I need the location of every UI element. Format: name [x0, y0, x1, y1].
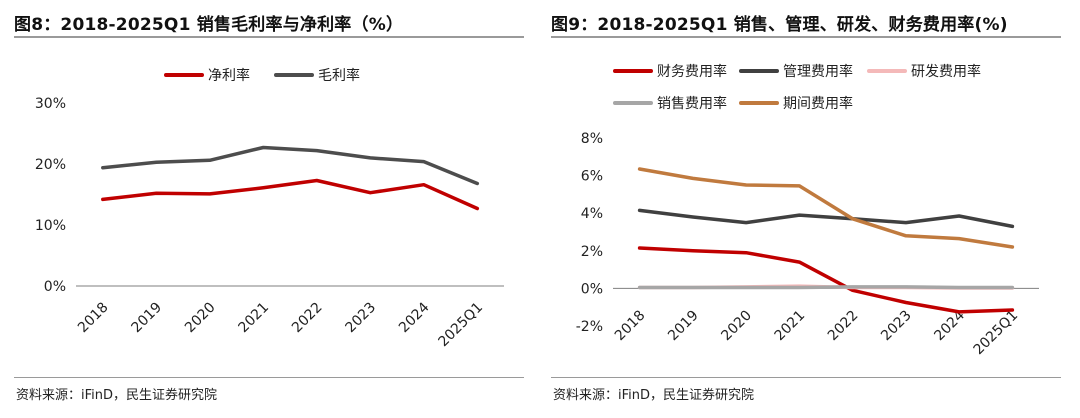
- y-tick-label: 0%: [581, 281, 603, 297]
- line-chart-fig8: 0% 10% 20% 30% 2018 2019 2020 2021 2022 2023 2024 2…: [35, 67, 504, 351]
- y-tick-label: 30%: [35, 96, 66, 112]
- x-tick-label: 2018: [75, 300, 112, 337]
- x-tick-label: 2023: [878, 308, 915, 345]
- series-line: [637, 167, 1015, 249]
- y-tick-label: -2%: [576, 319, 603, 335]
- x-tick-label: 2022: [825, 308, 862, 345]
- legend-label: 财务费用率: [657, 63, 727, 80]
- legend-label: 研发费用率: [911, 63, 981, 80]
- x-tick-label: 2020: [182, 300, 219, 337]
- x-tick-label: 2018: [612, 308, 649, 345]
- footer-divider: [14, 377, 524, 378]
- footer-divider: [551, 377, 1061, 378]
- chart-title: 图9：2018-2025Q1 销售、管理、研发、财务费用率(%): [551, 15, 1008, 35]
- line-chart-fig9: -2% 0% 2% 4% 6% 8% 2018 2019 2020 2021 2022 2023 202…: [576, 63, 1039, 359]
- y-tick-label: 4%: [581, 206, 603, 222]
- x-tick-label: 2019: [129, 300, 166, 337]
- x-tick-label: 2021: [236, 300, 273, 337]
- legend-label: 期间费用率: [783, 95, 853, 112]
- x-tick-label: 2025Q1: [971, 308, 1022, 359]
- series-line: [101, 178, 480, 211]
- y-tick-label: 2%: [581, 244, 603, 260]
- chart-panel-fig9: 图9：2018-2025Q1 销售、管理、研发、财务费用率(%) -2% 0% 2%…: [551, 0, 1066, 418]
- x-tick-label: 2020: [718, 308, 755, 345]
- title-divider: [551, 36, 1061, 38]
- x-tick-label: 2023: [343, 300, 380, 337]
- x-tick-label: 2021: [772, 308, 809, 345]
- chart-panel-fig8: 图8：2018-2025Q1 销售毛利率与净利率（%） 0% 10% 20% 30% 2…: [14, 0, 529, 418]
- x-tick-label: 2022: [289, 300, 326, 337]
- x-tick-label: 2019: [665, 308, 702, 345]
- legend-label: 毛利率: [318, 67, 360, 84]
- y-tick-label: 8%: [581, 131, 603, 147]
- y-tick-label: 20%: [35, 157, 66, 173]
- chart-title: 图8：2018-2025Q1 销售毛利率与净利率（%）: [14, 15, 404, 35]
- title-divider: [14, 36, 524, 38]
- x-tick-label: 2025Q1: [435, 300, 486, 351]
- series-line: [637, 285, 1015, 290]
- series-line: [637, 208, 1015, 229]
- y-tick-label: 10%: [35, 218, 66, 234]
- legend-label: 管理费用率: [783, 63, 853, 80]
- source-note: 资料来源：iFinD，民生证券研究院: [553, 388, 755, 403]
- series-line: [101, 145, 480, 186]
- x-tick-label: 2024: [396, 299, 433, 336]
- series-line: [637, 246, 1015, 314]
- source-note: 资料来源：iFinD，民生证券研究院: [16, 388, 218, 403]
- y-tick-label: 0%: [44, 279, 66, 295]
- y-tick-label: 6%: [581, 169, 603, 185]
- legend-label: 净利率: [208, 67, 250, 84]
- legend-label: 销售费用率: [657, 95, 727, 112]
